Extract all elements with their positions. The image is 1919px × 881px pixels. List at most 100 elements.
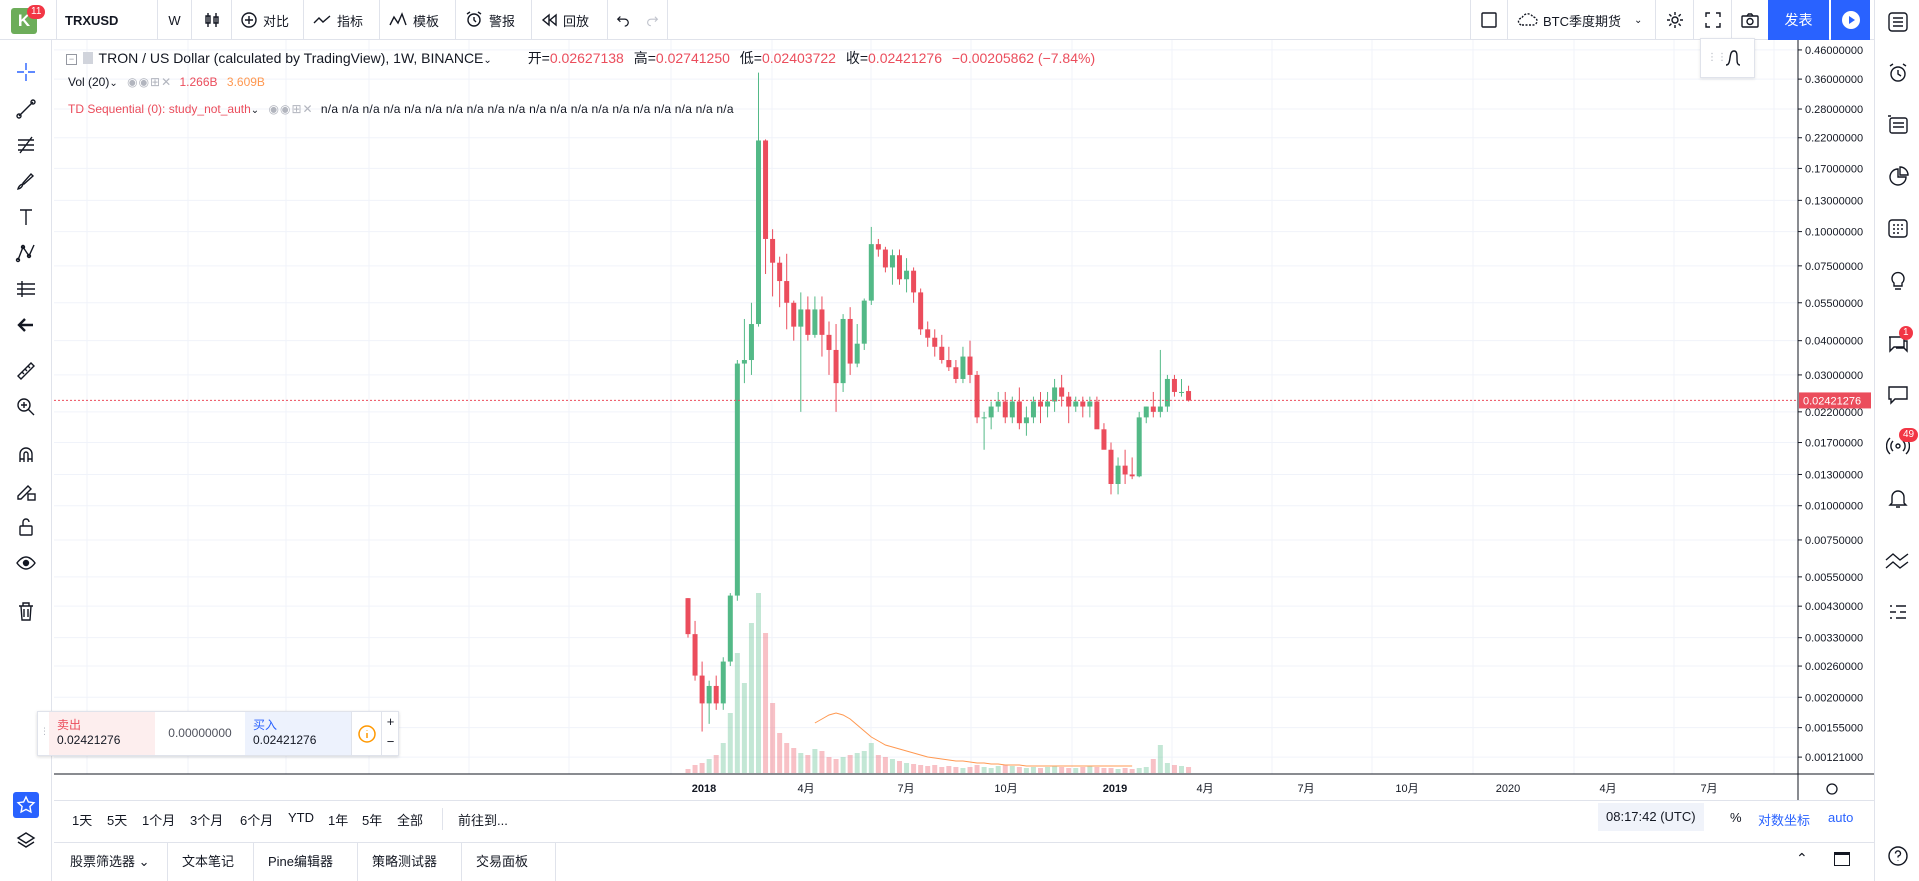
object-tree-button[interactable] bbox=[13, 828, 39, 854]
chevron-down-icon[interactable]: ⌄ bbox=[109, 78, 118, 89]
btc-futures-dropdown[interactable]: BTC季度期货 ⌄ bbox=[1508, 0, 1656, 40]
data-window-button[interactable] bbox=[1884, 111, 1912, 139]
collapse-icon[interactable]: − bbox=[66, 54, 77, 65]
increase-button[interactable]: + bbox=[386, 714, 395, 729]
help-button[interactable] bbox=[1884, 842, 1912, 870]
snapshot-button[interactable] bbox=[1732, 0, 1768, 40]
volume-bar bbox=[1038, 768, 1043, 773]
hide-toolbar-button[interactable] bbox=[13, 312, 39, 338]
footer-tab[interactable]: Pine编辑器 bbox=[254, 842, 358, 881]
maximize-panel-button[interactable] bbox=[1834, 852, 1850, 866]
range-button[interactable]: 3个月 bbox=[190, 813, 224, 828]
candle-body bbox=[748, 324, 754, 361]
redo-button[interactable] bbox=[638, 0, 668, 40]
stream-button[interactable] bbox=[1831, 0, 1870, 40]
study-controls[interactable]: ◉◉⊞✕ bbox=[127, 75, 173, 89]
chart-style-button[interactable] bbox=[192, 0, 232, 40]
hotlists-button[interactable] bbox=[1884, 163, 1912, 191]
trendline-tool[interactable] bbox=[13, 96, 39, 122]
alert-button[interactable]: 警报 bbox=[456, 0, 532, 40]
volume-bar bbox=[939, 767, 945, 773]
magnet-tool[interactable] bbox=[13, 442, 39, 468]
undo-button[interactable] bbox=[608, 0, 638, 40]
axis-settings-icon[interactable] bbox=[1826, 783, 1838, 795]
crosshair-icon bbox=[17, 63, 35, 81]
crosshair-tool[interactable] bbox=[13, 59, 39, 85]
symbol-search[interactable]: TRXUSD bbox=[56, 0, 158, 40]
footer-tab[interactable]: 交易面板 bbox=[462, 842, 556, 881]
range-button[interactable]: 1年 bbox=[328, 813, 349, 828]
compare-button[interactable]: 对比 bbox=[232, 0, 304, 40]
percent-scale-toggle[interactable]: % bbox=[1730, 810, 1742, 825]
fib-tool[interactable] bbox=[13, 132, 39, 158]
private-chat-button[interactable] bbox=[1884, 380, 1912, 408]
footer-tab[interactable]: 股票筛选器 ⌄ bbox=[56, 842, 168, 881]
pattern-tool[interactable] bbox=[13, 240, 39, 266]
range-button[interactable]: 1天 bbox=[72, 813, 93, 828]
collapse-panel-button[interactable]: ⌃ bbox=[1796, 850, 1808, 866]
publish-button[interactable]: 发表 bbox=[1768, 0, 1829, 40]
streams-button[interactable] bbox=[1884, 432, 1912, 460]
symbol-legend: − TRON / US Dollar (calculated by Tradin… bbox=[66, 48, 1095, 68]
zoom-tool[interactable] bbox=[13, 394, 39, 420]
stay-drawing-tool[interactable] bbox=[13, 478, 39, 504]
floating-drawing-panel[interactable]: ⋮⋮ bbox=[1700, 38, 1755, 78]
volume-study-title[interactable]: Vol (20) bbox=[68, 75, 110, 89]
range-button[interactable]: 1个月 bbox=[142, 813, 176, 828]
buy-button[interactable]: 买入 0.02421276 bbox=[245, 712, 351, 755]
study-controls[interactable]: ◉◉⊞✕ bbox=[268, 102, 314, 116]
candle-body bbox=[741, 360, 747, 364]
calendar-button[interactable] bbox=[1884, 214, 1912, 242]
lock-tool[interactable] bbox=[13, 514, 39, 540]
footer-tab[interactable]: 文本笔记 bbox=[168, 842, 254, 881]
log-scale-toggle[interactable]: 对数坐标 bbox=[1758, 813, 1811, 828]
candle-body bbox=[939, 346, 945, 361]
td-study-title[interactable]: TD Sequential (0): study_not_auth bbox=[68, 102, 251, 116]
chevron-down-icon[interactable]: ⌄ bbox=[250, 105, 260, 116]
remove-drawings-tool[interactable] bbox=[13, 598, 39, 624]
notifications-button[interactable] bbox=[1884, 484, 1912, 512]
range-button[interactable]: 5天 bbox=[107, 813, 128, 828]
chevron-down-icon[interactable]: ⌄ bbox=[483, 55, 492, 66]
dom-button[interactable] bbox=[1884, 548, 1912, 576]
goto-date-button[interactable]: 前往到... bbox=[458, 813, 508, 828]
text-tool[interactable] bbox=[13, 204, 39, 230]
prediction-tool[interactable] bbox=[13, 276, 39, 302]
clock[interactable]: 08:17:42 (UTC) bbox=[1598, 803, 1704, 831]
ideas-button[interactable] bbox=[1884, 266, 1912, 294]
range-button[interactable]: YTD bbox=[288, 810, 314, 825]
time-axis-label: 10月 bbox=[1395, 783, 1418, 795]
alerts-panel-button[interactable] bbox=[1884, 59, 1912, 87]
price-axis-label: 0.01000000 bbox=[1805, 501, 1863, 513]
auto-scale-toggle[interactable]: auto bbox=[1828, 810, 1854, 825]
brush-tool[interactable] bbox=[13, 168, 39, 194]
trendline-icon bbox=[16, 99, 36, 119]
price-axis-label: 0.03000000 bbox=[1805, 370, 1863, 382]
decrease-button[interactable]: − bbox=[386, 734, 395, 749]
volume-bar bbox=[1045, 767, 1051, 773]
ruler-tool[interactable] bbox=[13, 358, 39, 384]
interval-button[interactable]: W bbox=[158, 0, 192, 40]
settings-button[interactable] bbox=[1656, 0, 1694, 40]
footer-tab[interactable]: 策略测试器 bbox=[358, 842, 462, 881]
sell-button[interactable]: 卖出 0.02421276 bbox=[49, 712, 155, 755]
price-chart[interactable]: 0.46000000 0.36000000 0.28000000 0.22000000… bbox=[54, 40, 1874, 800]
range-button[interactable]: 6个月 bbox=[240, 813, 274, 828]
indicators-button[interactable]: 指标 bbox=[304, 0, 380, 40]
depth-button[interactable] bbox=[1884, 598, 1912, 626]
range-button[interactable]: 全部 bbox=[397, 813, 424, 828]
layout-button[interactable] bbox=[1470, 0, 1508, 40]
info-button[interactable] bbox=[351, 712, 381, 755]
fullscreen-button[interactable] bbox=[1694, 0, 1732, 40]
visibility-tool[interactable] bbox=[13, 550, 39, 576]
watchlist-button[interactable] bbox=[1884, 8, 1912, 36]
volume-bar bbox=[770, 703, 776, 773]
replay-button[interactable]: 回放 bbox=[532, 0, 608, 40]
symbol-title[interactable]: TRON / US Dollar (calculated by TradingV… bbox=[98, 50, 484, 66]
favorites-button[interactable] bbox=[13, 792, 39, 818]
quantity-stepper[interactable]: + − bbox=[381, 712, 399, 755]
range-button[interactable]: 5年 bbox=[362, 813, 383, 828]
drag-handle-icon[interactable]: ⋮⋮ bbox=[1707, 52, 1727, 63]
drag-handle-icon[interactable]: ⋮ bbox=[40, 726, 49, 736]
templates-button[interactable]: 模板 bbox=[380, 0, 456, 40]
